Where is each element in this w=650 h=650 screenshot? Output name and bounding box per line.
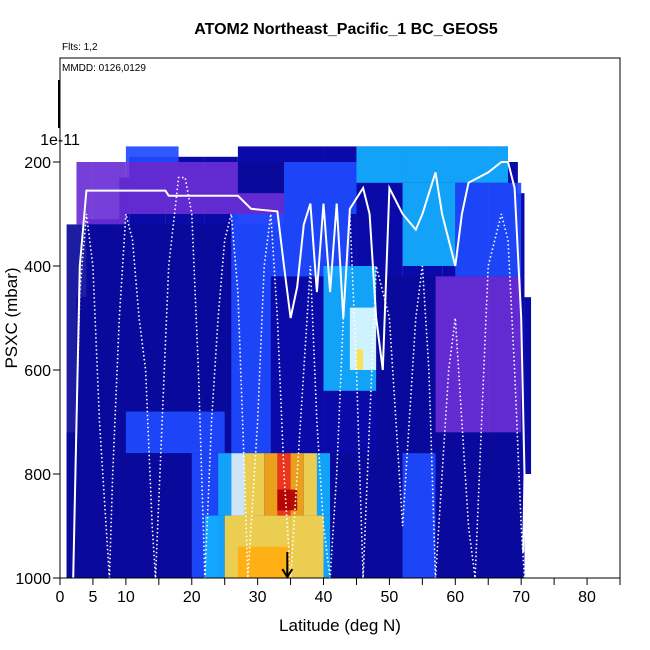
heatmap-cell <box>356 146 403 183</box>
heatmap-cells <box>66 146 522 578</box>
arrow-marker <box>281 552 294 579</box>
flight-track-line <box>72 161 526 578</box>
heatmap-cell <box>264 453 278 516</box>
x-tick-label: 30 <box>249 589 267 606</box>
chart-title: ATOM2 Northeast_Pacific_1 BC_GEOS5 <box>194 21 498 38</box>
heatmap-cell <box>231 214 271 454</box>
heatmap-cell <box>435 276 522 433</box>
heatmap-cell <box>66 453 192 578</box>
x-tick-label: 20 <box>183 589 201 606</box>
heatmap-cell <box>316 453 331 516</box>
heatmap-cell <box>323 515 331 578</box>
heatmap-cell <box>92 162 126 225</box>
dates-label: MMDD: 0126,0129 <box>62 63 146 74</box>
flights-label: Flts: 1,2 <box>62 42 98 53</box>
flight-tracks <box>72 161 526 578</box>
heatmap-cell <box>231 453 245 516</box>
heatmap-cell <box>204 515 225 578</box>
arrow-head <box>281 568 294 579</box>
heatmap-cell <box>237 546 291 578</box>
heatmap-cell <box>402 453 436 578</box>
curtain-column <box>524 297 532 474</box>
heatmap-cell <box>125 411 225 454</box>
x-tick-label: 80 <box>578 589 596 606</box>
heatmap-cell <box>290 515 324 578</box>
heatmap-cell <box>125 162 205 214</box>
heatmap-cell <box>125 146 179 162</box>
x-axis-label: Latitude (deg N) <box>279 616 401 635</box>
x-tick-label: 0 <box>56 589 65 606</box>
x-tick-label: 10 <box>117 589 135 606</box>
y-extra-label: 1e-11 <box>40 132 80 149</box>
heatmap-cell <box>277 489 298 511</box>
heatmap-cell <box>356 349 364 370</box>
flight-track-dotted <box>72 176 526 578</box>
heatmap-cell <box>455 182 522 277</box>
y-tick-label: 200 <box>24 155 51 172</box>
heatmap-cell <box>402 146 508 183</box>
x-tick-label: 50 <box>381 589 399 606</box>
heatmap-cell <box>204 162 238 214</box>
y-tick-label: 1000 <box>15 571 51 588</box>
y-axis-label: PSXC (mbar) <box>2 267 21 368</box>
heatmap-cell <box>76 162 93 225</box>
heatmap-cell <box>435 432 522 578</box>
heatmap-cell <box>218 453 232 516</box>
heatmap-cell <box>237 162 284 194</box>
heatmap-cell <box>303 453 317 516</box>
x-tick-label: 40 <box>315 589 333 606</box>
plot-frame <box>59 57 621 579</box>
y-tick-label: 800 <box>24 467 51 484</box>
x-tick-label: 70 <box>512 589 530 606</box>
y-tick-label: 400 <box>24 259 51 276</box>
heatmap-cell <box>284 162 357 214</box>
x-tick-label: 60 <box>446 589 464 606</box>
x-tick-label: 5 <box>88 589 97 606</box>
x-axis-ticks: 0 5 10 20 30 40 50 60 70 80 <box>56 578 621 606</box>
y-axis-ticks: 200 400 600 800 1000 <box>15 155 60 588</box>
y-tick-label: 600 <box>24 363 51 380</box>
